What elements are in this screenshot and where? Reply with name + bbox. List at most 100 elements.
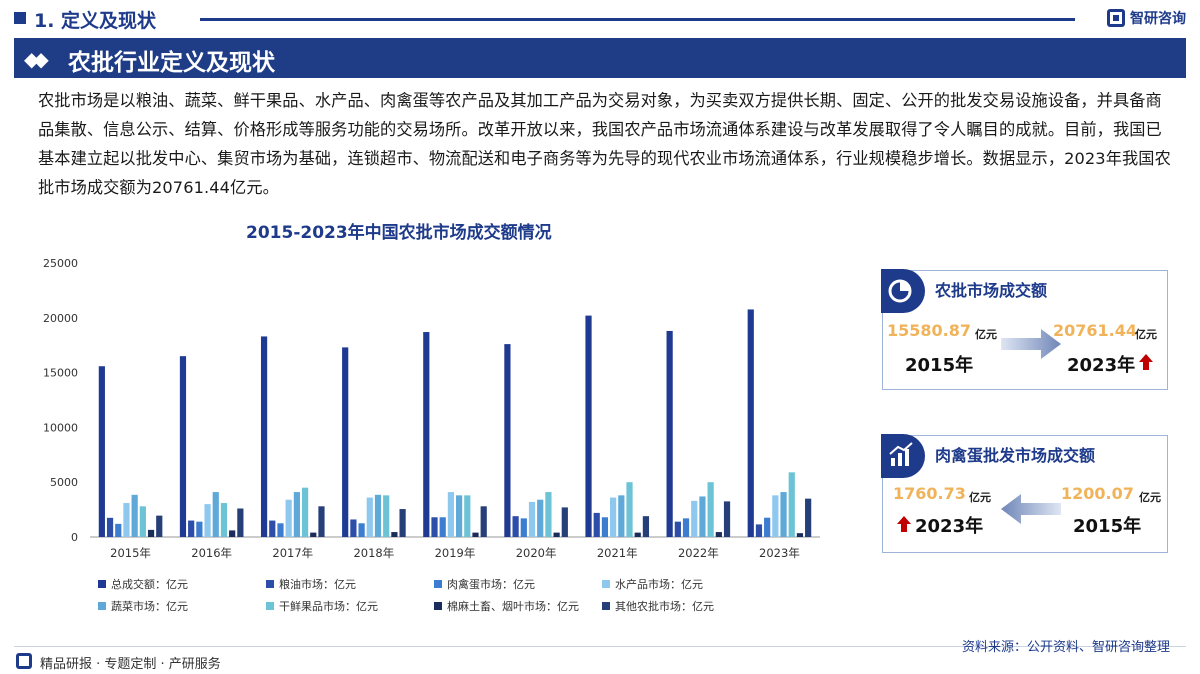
bar	[366, 497, 373, 537]
total-volume-card: 农批市场成交额 15580.87 亿元 2015年 20761.44 亿元 20…	[881, 269, 1168, 390]
legend-label: 肉禽蛋市场：亿元	[447, 577, 535, 591]
bar	[374, 494, 382, 537]
y-tick-label: 25000	[43, 257, 78, 270]
x-tick-label: 2019年	[435, 546, 476, 560]
brand-icon	[1107, 9, 1125, 27]
bar	[115, 523, 122, 537]
page-title: 农批行业定义及现状	[68, 50, 275, 76]
legend-swatch	[98, 602, 106, 610]
bar	[666, 330, 673, 537]
legend-label: 总成交额：亿元	[111, 577, 188, 591]
unit-label: 亿元	[1139, 491, 1161, 504]
legend-label: 棉麻土畜、烟叶市场：亿元	[447, 599, 579, 613]
section-title: 1. 定义及现状	[34, 10, 157, 32]
bar	[634, 532, 641, 537]
bar	[391, 532, 398, 537]
bar	[285, 499, 292, 537]
chart-title: 2015-2023年中国农批市场成交额情况	[246, 223, 552, 243]
year-2015: 2015年	[1073, 516, 1142, 537]
bar	[618, 495, 625, 537]
right-arrow-icon	[1001, 329, 1061, 359]
value-2023: 20761.44	[1053, 321, 1138, 340]
bar	[682, 518, 690, 537]
bar	[260, 336, 268, 537]
x-tick-label: 2021年	[597, 546, 638, 560]
x-tick-label: 2018年	[353, 546, 394, 560]
bar	[626, 482, 633, 537]
legend-swatch	[602, 580, 610, 588]
bar	[585, 315, 592, 537]
value-2015: 15580.87	[887, 321, 972, 340]
x-tick-label: 2022年	[678, 546, 719, 560]
intro-paragraph: 农批市场是以粮油、蔬菜、鲜干果品、水产品、肉禽蛋等农产品及其加工产品为交易对象，…	[38, 91, 1171, 197]
bar	[755, 524, 763, 537]
bar	[747, 309, 754, 537]
legend-label: 蔬菜市场：亿元	[111, 599, 188, 613]
year-2023: 2023年	[1067, 355, 1136, 376]
bar	[139, 506, 146, 537]
bar	[674, 521, 681, 537]
bar	[179, 356, 187, 537]
bar	[277, 523, 284, 537]
bar	[318, 506, 325, 537]
bar	[480, 506, 487, 537]
bar	[780, 492, 787, 537]
bar	[237, 508, 244, 537]
left-arrow-icon	[1001, 494, 1061, 524]
section-marker	[14, 12, 26, 24]
bar	[504, 344, 511, 537]
unit-label: 亿元	[1135, 328, 1157, 341]
bar	[423, 332, 430, 537]
bar	[196, 521, 203, 537]
bar	[301, 487, 309, 537]
bar	[610, 497, 617, 537]
legend-label: 粮油市场：亿元	[279, 577, 356, 591]
legend-label: 水产品市场：亿元	[615, 577, 703, 591]
card-header: 肉禽蛋批发市场成交额	[881, 434, 1145, 478]
bar	[561, 507, 568, 537]
legend-swatch	[266, 580, 274, 588]
title-banner: ◆◆ 农批行业定义及现状	[14, 38, 1186, 78]
x-tick-label: 2015年	[110, 546, 151, 560]
legend-swatch	[434, 580, 442, 588]
legend-swatch	[434, 602, 442, 610]
unit-label: 亿元	[969, 491, 991, 504]
bar	[229, 530, 236, 537]
x-tick-label: 2017年	[272, 546, 313, 560]
tagline: 精品研报 · 专题定制 · 产研服务	[40, 657, 221, 672]
top-bar: 1. 定义及现状 智研咨询	[0, 0, 1200, 34]
up-arrow-icon	[897, 516, 911, 532]
bar	[707, 482, 714, 537]
bar	[723, 501, 731, 537]
brand-icon	[16, 653, 32, 669]
y-tick-label: 10000	[43, 421, 78, 434]
x-tick-label: 2023年	[759, 546, 800, 560]
bar	[383, 495, 390, 537]
x-tick-label: 2016年	[191, 546, 232, 560]
bar	[553, 532, 560, 537]
bar	[204, 504, 211, 537]
bar	[358, 523, 365, 537]
bar	[699, 496, 706, 537]
footer-rule	[14, 646, 1186, 647]
bar	[447, 492, 454, 537]
bar	[188, 520, 195, 537]
bar	[106, 517, 114, 537]
bar	[456, 495, 463, 537]
bar	[123, 503, 130, 537]
bar	[601, 517, 609, 537]
card-title: 肉禽蛋批发市场成交额	[935, 446, 1096, 465]
bar	[593, 512, 600, 537]
year-2015: 2015年	[905, 355, 974, 376]
bar	[464, 495, 471, 537]
brand-logo: 智研咨询	[1107, 8, 1186, 28]
header-rule	[200, 18, 1075, 21]
bar	[528, 501, 536, 537]
bar	[537, 499, 544, 537]
bar	[472, 532, 479, 537]
bar	[147, 529, 155, 537]
bar	[293, 492, 300, 537]
bar	[439, 517, 446, 537]
bar	[131, 494, 138, 537]
card-header: 农批市场成交额	[881, 269, 1145, 313]
